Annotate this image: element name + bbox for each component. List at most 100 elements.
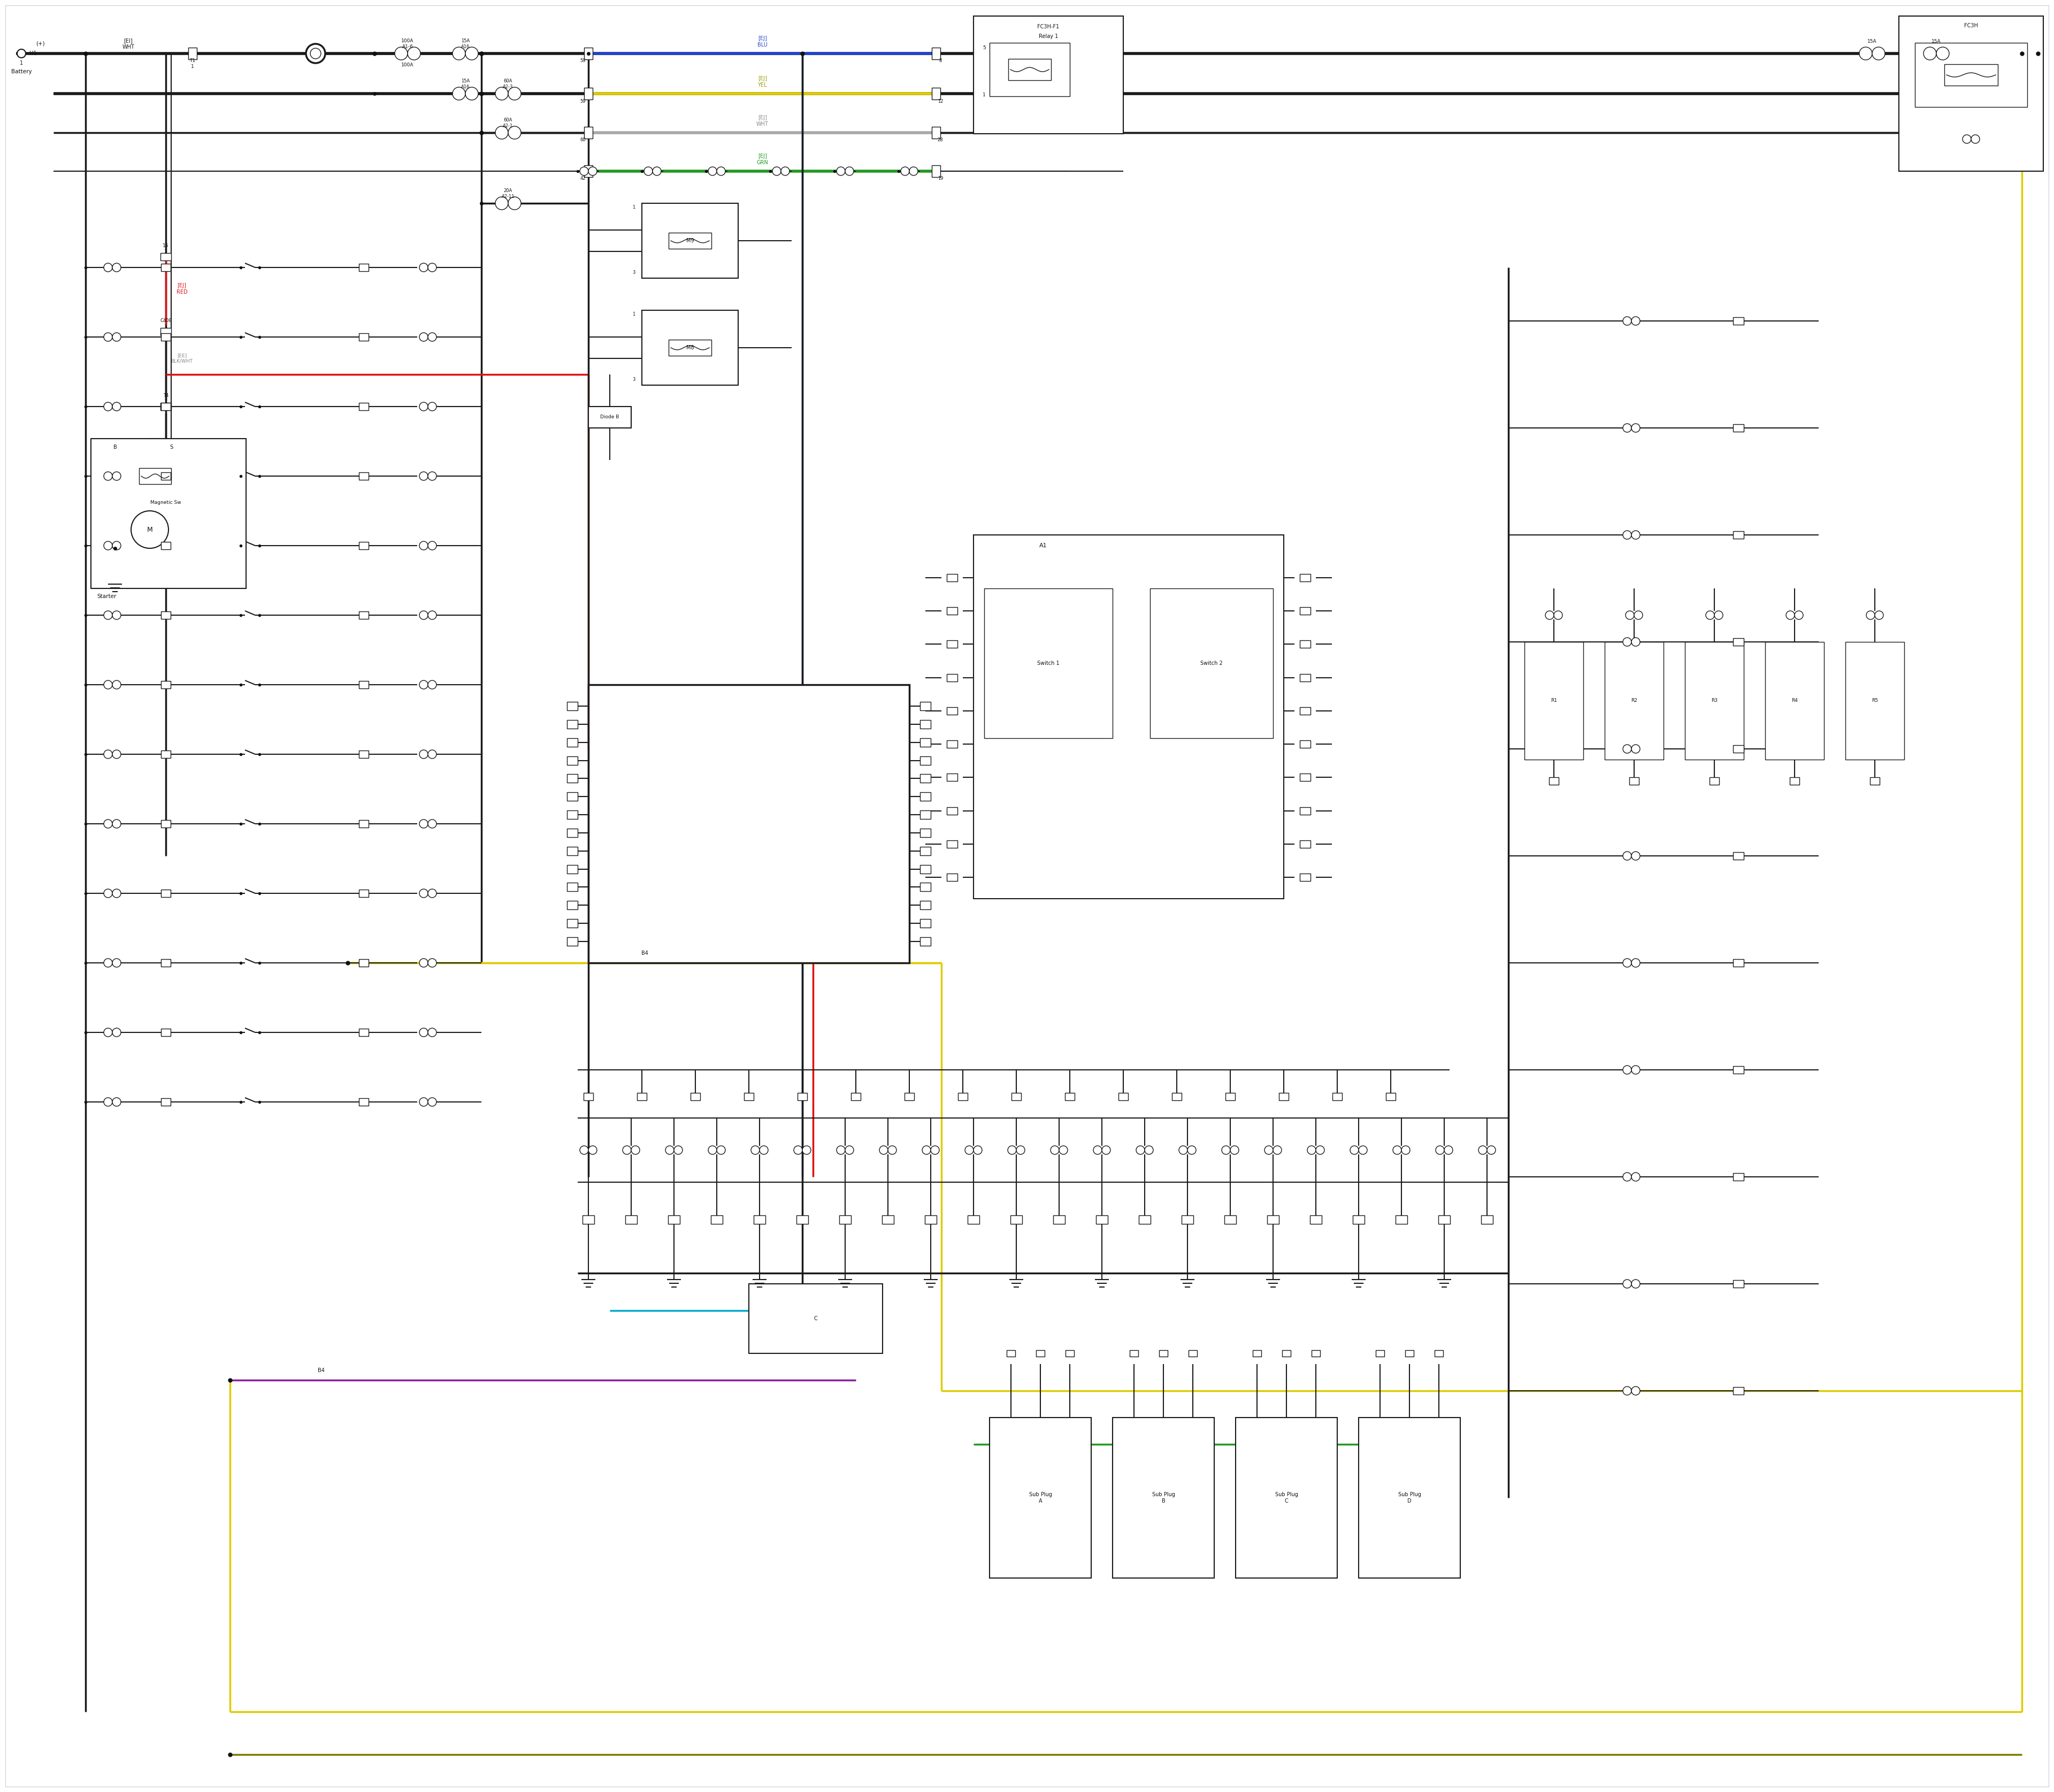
Bar [1097, 1215, 1107, 1224]
Bar [1604, 642, 1664, 760]
Circle shape [1317, 1145, 1325, 1154]
Bar [1253, 1349, 1261, 1357]
Circle shape [793, 1145, 803, 1154]
Circle shape [587, 1145, 598, 1154]
Circle shape [452, 47, 466, 59]
Bar [1300, 774, 1310, 781]
Bar [947, 708, 957, 715]
Circle shape [105, 333, 113, 340]
Circle shape [419, 263, 427, 272]
Bar [359, 611, 368, 618]
Bar [920, 774, 930, 783]
Bar [587, 407, 631, 428]
Bar [624, 1215, 637, 1224]
Circle shape [105, 889, 113, 898]
Circle shape [1487, 1145, 1495, 1154]
Bar [160, 333, 170, 340]
Bar [567, 810, 577, 819]
Circle shape [1631, 530, 1639, 539]
Text: Sub Plug
B: Sub Plug B [1152, 1493, 1175, 1503]
Circle shape [1136, 1145, 1144, 1154]
Bar [1011, 1093, 1021, 1100]
Circle shape [1623, 745, 1631, 753]
Circle shape [1623, 1066, 1631, 1073]
Text: Starter: Starter [97, 593, 117, 599]
Circle shape [781, 167, 789, 176]
Circle shape [1306, 1145, 1317, 1154]
Circle shape [1401, 1145, 1409, 1154]
Text: [EI]
WHT: [EI] WHT [123, 38, 134, 50]
Circle shape [752, 1145, 760, 1154]
Bar [1333, 1093, 1341, 1100]
Circle shape [631, 1145, 639, 1154]
Bar [1300, 607, 1310, 615]
Circle shape [105, 1098, 113, 1106]
Text: 3: 3 [633, 378, 635, 382]
Text: [EJ]
BLU: [EJ] BLU [758, 36, 768, 48]
Bar [1267, 1215, 1280, 1224]
Bar [140, 468, 170, 484]
Circle shape [1179, 1145, 1187, 1154]
Bar [1438, 1215, 1450, 1224]
Text: M9: M9 [686, 238, 694, 244]
Bar [924, 1215, 937, 1224]
Bar [933, 127, 941, 138]
Bar [974, 536, 1284, 898]
Bar [920, 901, 930, 910]
Circle shape [427, 333, 435, 340]
Bar [359, 959, 368, 966]
Circle shape [910, 167, 918, 176]
Circle shape [887, 1145, 896, 1154]
Bar [947, 674, 957, 681]
Bar [990, 1417, 1091, 1579]
Bar [1524, 642, 1584, 760]
Bar [1006, 1349, 1015, 1357]
Bar [974, 16, 1124, 134]
Bar [1481, 1215, 1493, 1224]
Circle shape [105, 263, 113, 272]
Text: S: S [170, 444, 173, 450]
Circle shape [717, 167, 725, 176]
Bar [1313, 1349, 1321, 1357]
Circle shape [674, 1145, 682, 1154]
Circle shape [113, 819, 121, 828]
Bar [587, 685, 910, 962]
Circle shape [1060, 1145, 1068, 1154]
Bar [840, 1215, 850, 1224]
Text: 1: 1 [633, 312, 635, 317]
Circle shape [1349, 1145, 1358, 1154]
Text: C: C [813, 1315, 817, 1321]
Circle shape [1795, 611, 1803, 620]
Text: 100A
A1-6: 100A A1-6 [401, 39, 413, 48]
Text: 15A: 15A [1867, 39, 1877, 45]
Circle shape [1962, 134, 1972, 143]
Bar [359, 333, 368, 340]
Text: 1: 1 [982, 93, 986, 97]
Bar [920, 919, 930, 928]
Bar [1173, 1093, 1181, 1100]
Text: Relay 1: Relay 1 [1039, 34, 1058, 39]
Circle shape [1545, 611, 1555, 620]
Circle shape [1273, 1145, 1282, 1154]
Text: B: B [113, 444, 117, 450]
Circle shape [427, 681, 435, 688]
Circle shape [1625, 611, 1635, 620]
Bar [1300, 740, 1310, 747]
Bar [1181, 1215, 1193, 1224]
Circle shape [1972, 134, 1980, 143]
Text: [EJ]
YEL: [EJ] YEL [758, 75, 766, 88]
Circle shape [113, 263, 121, 272]
Bar [920, 828, 930, 837]
Circle shape [1436, 1145, 1444, 1154]
Bar [160, 403, 170, 410]
Bar [947, 640, 957, 649]
Bar [1386, 1093, 1395, 1100]
Bar [670, 340, 711, 357]
Bar [583, 88, 594, 100]
Text: FC3H-F1: FC3H-F1 [1037, 23, 1060, 29]
Circle shape [105, 681, 113, 688]
Text: H1: H1 [29, 50, 37, 56]
Bar [359, 1098, 368, 1106]
Text: 28: 28 [937, 138, 943, 143]
Circle shape [1101, 1145, 1111, 1154]
